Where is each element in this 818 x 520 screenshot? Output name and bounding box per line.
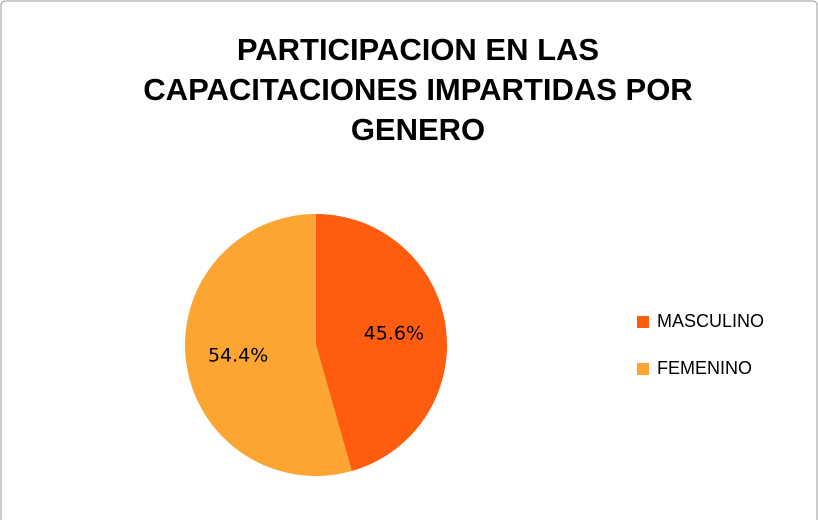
legend-swatch bbox=[637, 316, 649, 328]
legend-swatch bbox=[637, 363, 649, 375]
legend-label: FEMENINO bbox=[657, 358, 752, 378]
pie-slice bbox=[316, 214, 448, 472]
chart-title: PARTICIPACION EN LAS CAPACITACIONES IMPA… bbox=[143, 32, 693, 147]
pie-slice bbox=[185, 214, 352, 476]
legend-label: MASCULINO bbox=[657, 311, 764, 331]
data-label: 54.4% bbox=[208, 344, 268, 366]
data-label: 45.6% bbox=[364, 323, 424, 345]
